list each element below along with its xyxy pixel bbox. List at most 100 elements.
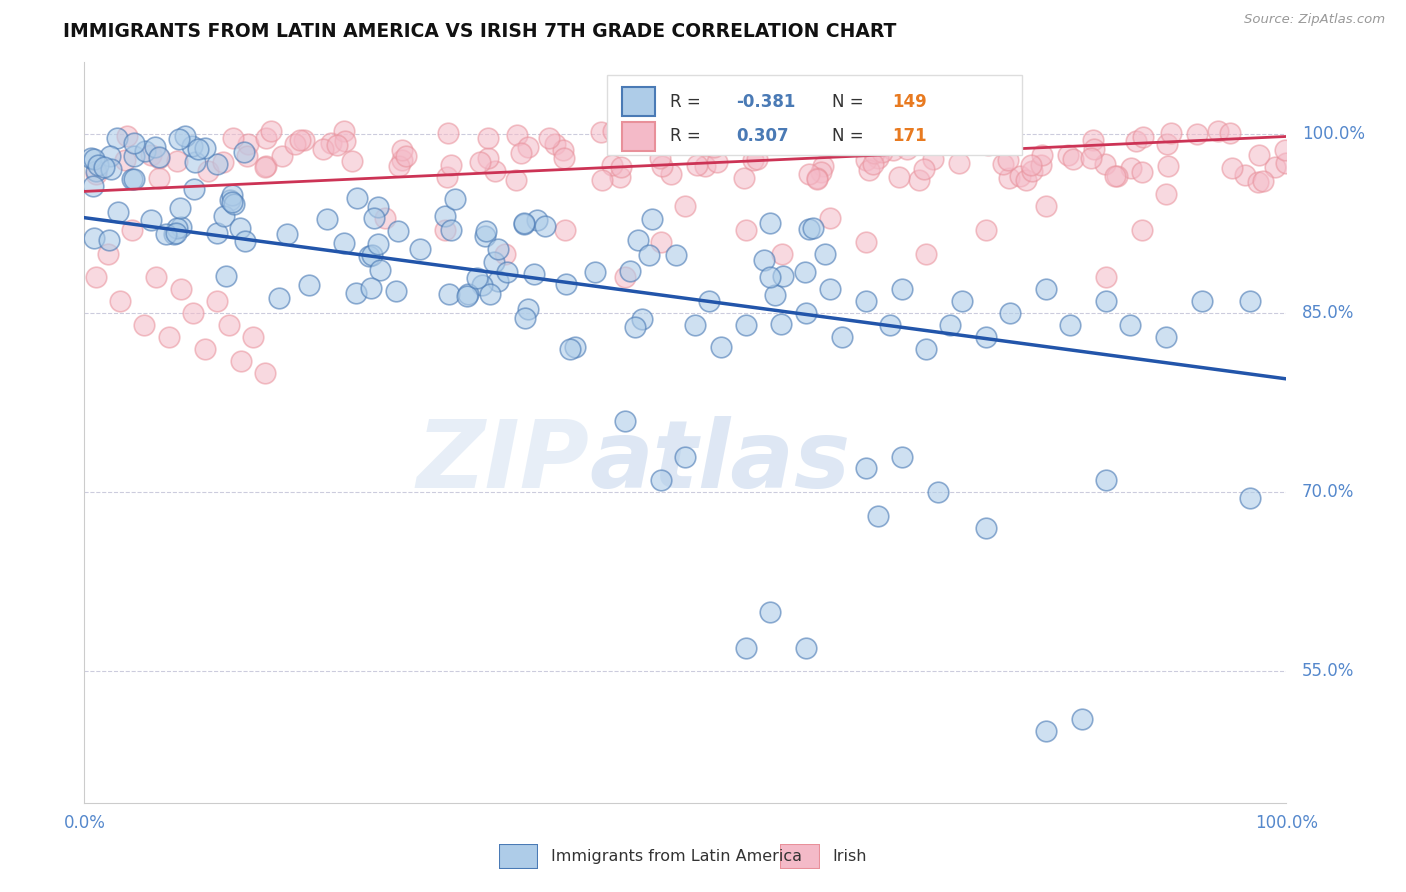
Point [1105, 169, 1128, 183]
Point [614, 270, 637, 285]
Point [794, 264, 817, 278]
Text: R =: R = [669, 128, 706, 145]
Point [326, 138, 349, 153]
Point [1015, 173, 1038, 187]
Point [855, 153, 877, 168]
Point [194, 342, 217, 356]
Point [1251, 174, 1274, 188]
Point [583, 265, 606, 279]
Point [105, 131, 128, 145]
Point [890, 282, 912, 296]
Point [1056, 148, 1078, 162]
Point [100, 161, 122, 176]
Point [703, 140, 725, 154]
Point [87, 158, 110, 172]
Point [332, 124, 354, 138]
Point [914, 161, 936, 176]
Point [551, 143, 574, 157]
Point [163, 227, 186, 242]
Point [434, 222, 457, 236]
Point [879, 318, 901, 333]
Point [267, 291, 290, 305]
Point [222, 196, 245, 211]
Point [650, 151, 672, 165]
Point [385, 284, 408, 298]
Point [513, 310, 536, 325]
Point [468, 155, 491, 169]
Point [509, 145, 531, 160]
Text: R =: R = [669, 93, 706, 111]
Point [218, 318, 240, 333]
Point [907, 173, 929, 187]
Point [1125, 134, 1147, 148]
Point [1010, 169, 1032, 184]
Point [169, 201, 191, 215]
Point [686, 158, 709, 172]
Point [229, 221, 252, 235]
Point [229, 354, 252, 368]
Text: 171: 171 [893, 128, 927, 145]
Point [974, 521, 997, 535]
Point [1035, 199, 1057, 213]
Point [143, 139, 166, 153]
Point [939, 318, 962, 333]
Point [1035, 724, 1057, 739]
Point [232, 145, 254, 160]
Point [526, 212, 548, 227]
Point [650, 235, 672, 249]
Point [215, 269, 238, 284]
Point [486, 274, 509, 288]
Point [253, 366, 276, 380]
Point [513, 216, 536, 230]
Point [139, 147, 162, 161]
Point [806, 172, 828, 186]
Point [477, 151, 499, 165]
Text: 70.0%: 70.0% [1302, 483, 1354, 501]
Point [818, 211, 841, 225]
Point [321, 136, 343, 150]
Point [1275, 156, 1298, 170]
Point [436, 170, 458, 185]
Point [1019, 158, 1042, 172]
Point [641, 212, 664, 227]
Point [855, 294, 877, 309]
Point [484, 164, 506, 178]
Point [222, 131, 245, 145]
Point [734, 222, 756, 236]
Point [1062, 152, 1084, 166]
Point [367, 200, 389, 214]
Point [627, 233, 650, 247]
Point [693, 160, 716, 174]
Point [591, 125, 613, 139]
Point [537, 130, 560, 145]
Point [948, 156, 970, 170]
Point [794, 640, 817, 655]
Point [93, 160, 115, 174]
Point [734, 640, 756, 655]
Point [734, 318, 756, 333]
Point [683, 318, 706, 332]
Point [391, 143, 413, 157]
Point [340, 153, 363, 168]
Text: Source: ZipAtlas.com: Source: ZipAtlas.com [1244, 13, 1385, 27]
Point [212, 155, 235, 169]
Point [810, 165, 832, 179]
Text: IMMIGRANTS FROM LATIN AMERICA VS IRISH 7TH GRADE CORRELATION CHART: IMMIGRANTS FROM LATIN AMERICA VS IRISH 7… [63, 22, 897, 41]
Point [174, 128, 197, 143]
Point [862, 157, 884, 171]
Point [609, 169, 631, 184]
Point [991, 157, 1014, 171]
Text: N =: N = [832, 93, 869, 111]
Point [896, 142, 918, 156]
Point [260, 124, 283, 138]
Point [148, 150, 170, 164]
Point [675, 199, 697, 213]
Point [1031, 148, 1053, 162]
Point [187, 142, 209, 156]
Point [623, 319, 645, 334]
Point [813, 159, 835, 173]
Point [157, 330, 180, 344]
Text: Irish: Irish [832, 849, 868, 863]
Point [197, 164, 219, 178]
Point [474, 229, 496, 244]
